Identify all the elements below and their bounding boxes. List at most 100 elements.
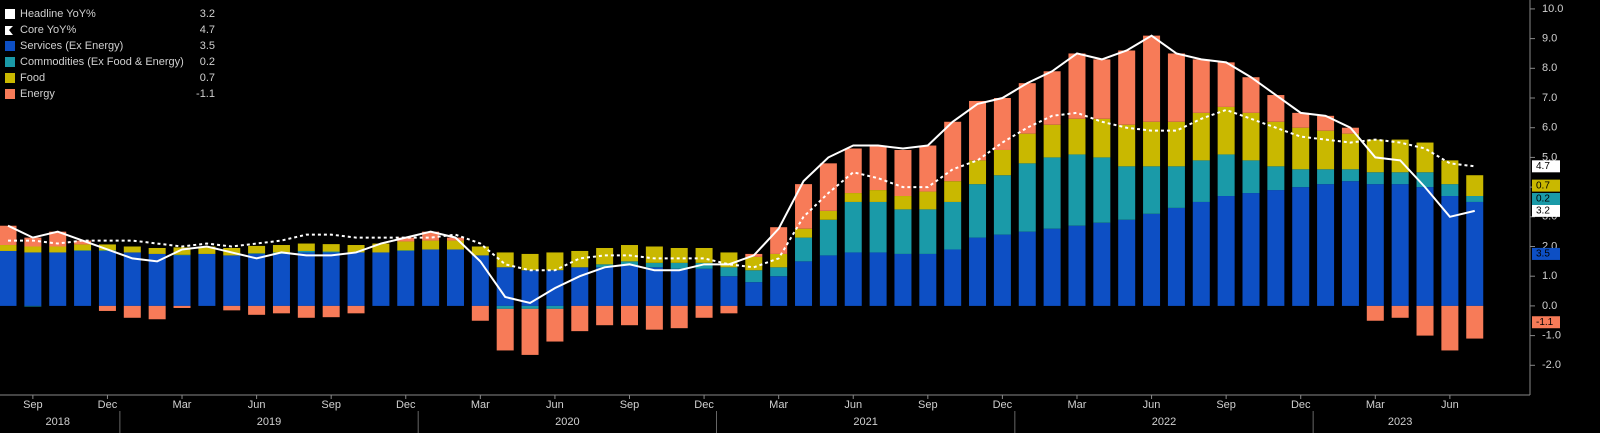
bar-segment [1068,118,1086,155]
legend-value: 3.2 [200,8,215,20]
bar-segment [869,145,887,191]
x-tick-label: Jun [248,399,266,411]
bar-segment [1341,127,1359,134]
bar-segment [98,250,116,251]
value-tag: 3.2 [1536,206,1550,217]
bar-segment [24,246,42,253]
x-tick-label: Sep [23,399,43,411]
bar-segment [148,305,166,320]
bar-segment [695,262,713,269]
bar-segment [993,98,1011,150]
bar-segment [1043,228,1061,306]
bar-segment [621,245,638,262]
bar-segment [993,234,1011,306]
bar-segment [571,305,589,332]
bar-segment [74,240,92,245]
x-tick-label: Jun [844,399,862,411]
bar-segment [123,252,141,306]
bar-segment [98,305,116,311]
bar-segment [347,252,365,306]
value-tag-bg [1532,316,1560,329]
bar-segment [397,241,415,251]
x-tick-label: Mar [1366,399,1385,411]
bar-segment [645,246,663,263]
bar-segment [49,252,67,306]
bar-segment [1441,196,1459,306]
bar-segment [596,267,614,306]
y-tick-label: 5.0 [1542,151,1557,163]
bar-segment [670,305,688,329]
legend-label: Commodities (Ex Food & Energy) [20,56,184,68]
y-tick-label: 6.0 [1542,122,1557,134]
bar-segment [471,305,489,321]
value-tag-bg [1532,160,1560,173]
bar-segment [844,193,862,202]
bar-segment [1366,172,1384,185]
bar-segment [969,184,987,238]
y-tick-label: -1.0 [1542,330,1561,342]
x-tick-label: Dec [98,399,118,411]
bar-segment [695,305,713,318]
bar-segment [1267,121,1285,167]
bar-segment [1018,83,1036,134]
x-tick-label: Dec [396,399,416,411]
bar-segment [869,190,887,202]
bar-segment [745,282,763,306]
bar-segment [1292,112,1310,128]
line-dotted [8,108,1475,272]
value-tag-bg [1532,204,1560,217]
bar-segment [496,308,514,351]
bar-segment [919,253,937,306]
bar-segment [869,252,887,306]
bar-segment [894,149,912,197]
bar-segment [1242,77,1260,113]
bar-segment [819,210,837,220]
bar-segment [1093,157,1111,223]
bar-segment [596,247,614,265]
legend-value: 3.5 [200,40,215,52]
bar-segment [471,246,489,256]
bar-segment [521,270,539,306]
y-tick-label: 0.0 [1542,300,1557,312]
bar-segment [670,268,688,306]
value-tag-bg [1532,179,1560,192]
bar-segment [894,209,912,254]
x-tick-label: Jun [1143,399,1161,411]
bar-segment [1167,53,1185,122]
bar-segment [969,237,987,306]
bar-segment [347,305,365,314]
bar-segment [1217,106,1235,155]
bar-segment [173,247,191,255]
bar-segment [49,246,67,253]
bar-segment [1441,305,1459,351]
bar-segment [745,270,763,283]
year-label: 2022 [1152,416,1176,428]
bar-segment [670,262,688,269]
bar-segment [1391,172,1409,185]
year-label: 2023 [1388,416,1412,428]
bar-segment [1292,169,1310,188]
value-tag: 0.2 [1536,194,1550,205]
bar-segment [397,250,415,306]
bar-segment [1391,305,1409,318]
bar-segment [98,250,116,306]
y-tick-label: 7.0 [1542,92,1557,104]
bar-segment [1317,130,1335,170]
x-tick-label: Sep [1216,399,1236,411]
bar-segment [272,245,290,253]
bar-segment [0,250,17,306]
year-label: 2020 [555,416,579,428]
legend-value: -1.1 [196,88,215,100]
value-tag-bg [1532,247,1560,260]
bar-segment [397,237,415,242]
bar-segment [1143,213,1161,306]
bar-segment [1118,50,1136,125]
bar-segment [24,237,42,247]
bar-segment [24,305,42,307]
bar-segment [1242,193,1260,306]
bar-segment [1267,166,1285,191]
bar-segment [969,160,987,185]
value-tag-bg [1532,192,1560,205]
bar-segment [894,253,912,306]
y-tick-label: 8.0 [1542,62,1557,74]
